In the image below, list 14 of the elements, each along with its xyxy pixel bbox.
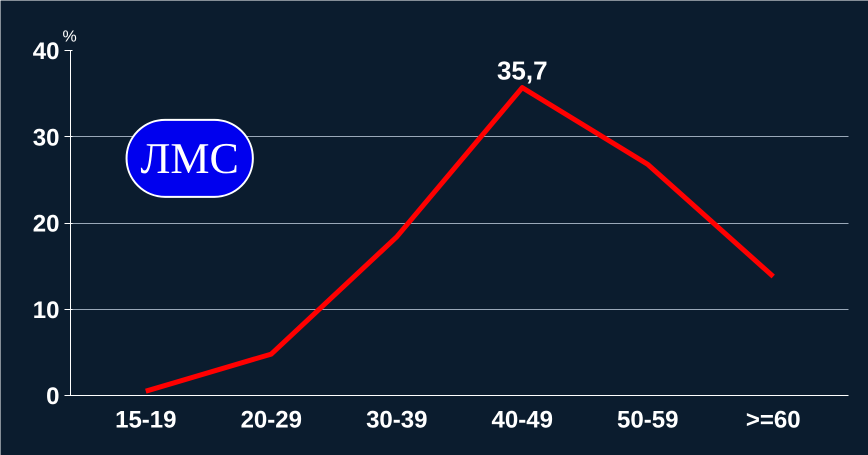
annotation: ЛМС <box>140 134 239 183</box>
y-tick-label: 0 <box>46 383 60 410</box>
y-tick-label: 40 <box>32 38 60 65</box>
x-tick-label: >=60 <box>746 406 801 434</box>
x-tick-label: 50-59 <box>617 406 678 434</box>
y-tick-label: 20 <box>32 210 60 238</box>
y-tick-label: 10 <box>32 296 60 324</box>
x-tick-label: 20-29 <box>240 406 302 434</box>
x-tick-label: 30-39 <box>366 406 428 434</box>
data-label: 35,7 <box>496 56 548 86</box>
y-axis-title: % <box>62 28 77 46</box>
x-tick-label: 15-19 <box>115 406 176 434</box>
y-tick-label: 30 <box>32 124 60 152</box>
x-tick-label: 40-49 <box>492 406 553 434</box>
